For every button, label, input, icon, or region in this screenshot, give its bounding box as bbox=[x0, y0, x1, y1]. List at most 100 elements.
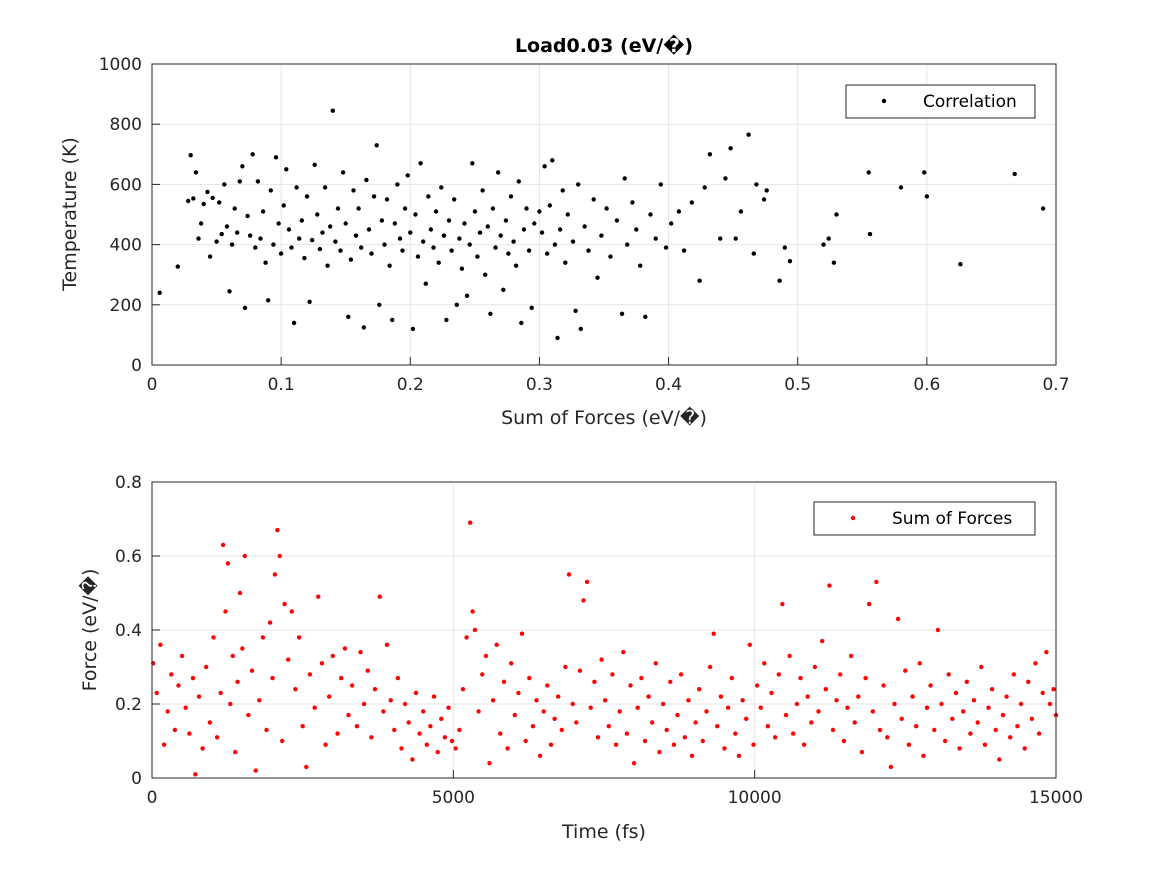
data-point bbox=[682, 735, 687, 740]
data-point bbox=[187, 731, 192, 736]
data-point bbox=[820, 638, 825, 644]
data-point bbox=[514, 263, 519, 268]
data-point bbox=[898, 185, 904, 190]
data-point bbox=[322, 185, 328, 190]
data-point bbox=[235, 679, 240, 684]
data-point bbox=[769, 690, 774, 696]
y-tick-label: 600 bbox=[110, 175, 142, 195]
data-point bbox=[917, 661, 922, 666]
data-point bbox=[614, 218, 620, 223]
data-point bbox=[446, 705, 451, 710]
data-point bbox=[237, 590, 243, 596]
data-point bbox=[576, 182, 581, 187]
data-point bbox=[348, 257, 354, 262]
data-point bbox=[457, 236, 462, 241]
data-point bbox=[273, 155, 279, 160]
data-point bbox=[312, 705, 317, 710]
data-point bbox=[613, 742, 619, 747]
data-point bbox=[289, 609, 294, 614]
data-point bbox=[172, 727, 178, 733]
data-point bbox=[365, 668, 370, 673]
data-point bbox=[532, 221, 537, 226]
data-point bbox=[200, 746, 205, 751]
data-point bbox=[669, 221, 674, 226]
data-point bbox=[935, 627, 941, 633]
data-point bbox=[281, 203, 286, 208]
data-point bbox=[204, 664, 209, 670]
data-point bbox=[405, 173, 410, 178]
data-point bbox=[530, 724, 536, 729]
data-point bbox=[921, 753, 926, 758]
data-point bbox=[247, 233, 253, 238]
data-point bbox=[154, 690, 159, 696]
data-point bbox=[395, 182, 400, 187]
data-point bbox=[646, 694, 651, 699]
data-point bbox=[747, 642, 752, 647]
data-point bbox=[728, 146, 733, 151]
data-point bbox=[291, 320, 297, 326]
data-point bbox=[738, 209, 744, 214]
data-point bbox=[834, 698, 839, 703]
data-point bbox=[642, 738, 648, 744]
data-point bbox=[268, 188, 273, 193]
data-point bbox=[787, 653, 792, 659]
data-point bbox=[791, 731, 796, 736]
data-point bbox=[1022, 746, 1027, 751]
data-point bbox=[384, 197, 390, 202]
data-point bbox=[565, 212, 570, 217]
data-point bbox=[610, 672, 615, 677]
legend-marker bbox=[850, 515, 856, 521]
data-point bbox=[881, 683, 886, 688]
data-point bbox=[621, 650, 626, 655]
x-tick-label: 0.5 bbox=[784, 375, 811, 395]
data-point bbox=[264, 727, 269, 733]
data-point bbox=[1012, 171, 1017, 177]
data-point bbox=[559, 727, 564, 733]
data-point bbox=[863, 675, 868, 681]
data-point bbox=[816, 709, 821, 714]
data-point bbox=[442, 735, 448, 740]
data-point bbox=[675, 712, 680, 718]
data-point bbox=[260, 635, 266, 640]
data-point bbox=[453, 746, 458, 751]
data-point bbox=[188, 153, 193, 158]
data-point bbox=[457, 727, 462, 733]
y-tick-label: 200 bbox=[110, 296, 142, 316]
data-point bbox=[175, 264, 180, 269]
data-point bbox=[340, 170, 346, 175]
legend-box bbox=[845, 84, 1036, 119]
x-tick-label: 0 bbox=[147, 788, 158, 808]
data-point bbox=[653, 661, 658, 666]
data-point bbox=[397, 236, 403, 241]
data-point bbox=[723, 176, 728, 181]
data-point bbox=[320, 230, 325, 235]
data-point bbox=[282, 601, 287, 607]
data-point bbox=[555, 335, 560, 341]
data-point bbox=[276, 221, 281, 226]
data-point bbox=[958, 262, 963, 267]
data-point bbox=[428, 227, 434, 232]
data-point bbox=[346, 314, 351, 319]
data-point bbox=[541, 709, 546, 714]
data-point bbox=[250, 152, 255, 157]
data-point bbox=[827, 583, 832, 588]
data-point bbox=[433, 209, 439, 214]
data-point bbox=[431, 694, 437, 699]
data-point bbox=[577, 668, 583, 673]
data-point bbox=[1008, 735, 1013, 740]
data-point bbox=[413, 212, 418, 217]
data-point bbox=[524, 206, 529, 211]
series-sum-of-forces-points bbox=[151, 520, 1059, 777]
data-point bbox=[297, 236, 302, 241]
data-point bbox=[1011, 672, 1016, 677]
data-point bbox=[263, 260, 268, 265]
data-point bbox=[413, 690, 419, 696]
data-point bbox=[286, 227, 292, 232]
data-point bbox=[823, 687, 828, 692]
data-point bbox=[464, 635, 469, 640]
data-point bbox=[754, 683, 760, 688]
data-point bbox=[773, 735, 778, 740]
data-point bbox=[330, 108, 335, 113]
data-point bbox=[509, 661, 514, 666]
